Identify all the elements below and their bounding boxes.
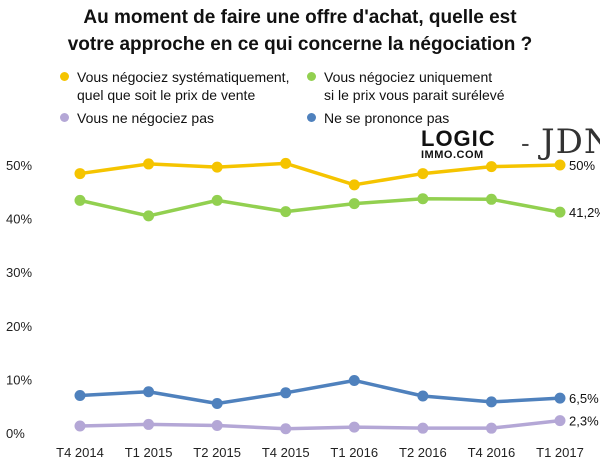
legend-marker-if-overpriced	[307, 72, 316, 81]
series-layer: 50% 41,2% 2,3% 6,5%	[74, 157, 600, 435]
logo-separator: -	[521, 128, 530, 158]
data-point	[348, 198, 360, 210]
x-tick-label: T2 2015	[193, 445, 241, 460]
series-0: 50%	[74, 157, 595, 191]
legend-label-line: Vous négociez systématiquement,	[77, 69, 290, 85]
data-point	[417, 168, 429, 180]
legend-text-no-opinion: Ne se prononce pas	[324, 109, 449, 127]
data-point	[280, 423, 292, 435]
data-point	[485, 396, 497, 408]
logo-jdn-text: JDN	[541, 122, 600, 162]
y-tick-label: 0%	[6, 426, 25, 441]
y-tick-label: 20%	[6, 319, 32, 334]
data-point	[211, 194, 223, 206]
chart-title-line-1: Au moment de faire une offre d'achat, qu…	[83, 7, 517, 28]
data-point	[74, 168, 86, 180]
x-tick-label: T2 2016	[399, 445, 447, 460]
data-point	[143, 386, 155, 398]
data-point	[143, 158, 155, 170]
legend-marker-no-negotiation	[60, 113, 69, 122]
legend-item-no-negotiation: Vous ne négociez pas	[60, 109, 214, 127]
logicimmo-jdn-logo: LOGIC IMMO.COM - JDN	[415, 124, 600, 164]
series-line	[79, 378, 561, 406]
data-point	[485, 161, 497, 173]
data-point	[211, 398, 223, 410]
series-3: 6,5%	[74, 374, 599, 410]
data-point	[74, 420, 86, 432]
end-value-label: 50%	[569, 158, 595, 173]
data-point	[280, 206, 292, 218]
series-line	[79, 418, 561, 431]
data-point	[280, 387, 292, 399]
y-axis: 0% 10% 20% 30% 40% 50%	[6, 158, 32, 441]
legend-item-no-opinion: Ne se prononce pas	[307, 109, 449, 127]
data-point	[417, 390, 429, 402]
x-tick-label: T4 2015	[262, 445, 310, 460]
data-point	[143, 210, 155, 222]
data-point	[74, 194, 86, 206]
x-tick-label: T4 2016	[468, 445, 516, 460]
data-point	[348, 179, 360, 191]
data-point	[554, 159, 566, 171]
legend-label-line: quel que soit le prix de vente	[77, 87, 256, 103]
legend-item-systematic: Vous négociez systématiquement, quel que…	[60, 68, 289, 104]
data-point	[348, 421, 360, 433]
x-tick-label: T1 2017	[536, 445, 584, 460]
data-point	[485, 422, 497, 434]
data-point	[417, 422, 429, 434]
data-point	[554, 206, 566, 218]
logo-logic-text: LOGIC	[421, 126, 496, 151]
logo-immo-text: IMMO.COM	[421, 149, 484, 161]
end-value-label: 2,3%	[569, 414, 599, 429]
legend-label-line: si le prix vous parait surélevé	[324, 87, 505, 103]
legend-label-line: Vous ne négociez pas	[77, 110, 214, 126]
end-value-label: 41,2%	[569, 205, 600, 220]
data-point	[485, 193, 497, 205]
y-tick-label: 30%	[6, 265, 32, 280]
legend-label-line: Vous négociez uniquement	[324, 69, 493, 85]
data-point	[143, 418, 155, 430]
data-point	[211, 161, 223, 173]
x-tick-label: T1 2016	[330, 445, 378, 460]
series-1: 41,2%	[74, 193, 600, 222]
y-tick-label: 40%	[6, 212, 32, 227]
series-line	[79, 161, 561, 187]
legend-marker-no-opinion	[307, 113, 316, 122]
series-2: 2,3%	[74, 414, 599, 435]
x-tick-label: T4 2014	[56, 445, 104, 460]
data-point	[554, 415, 566, 427]
x-axis: T4 2014 T1 2015 T2 2015 T4 2015 T1 2016 T2 20…	[56, 445, 584, 460]
x-tick-label: T1 2015	[125, 445, 173, 460]
data-point	[417, 193, 429, 205]
data-point	[348, 374, 360, 386]
legend-text-systematic: Vous négociez systématiquement, quel que…	[77, 68, 289, 104]
chart-title-line-2: votre approche en ce qui concerne la nég…	[67, 34, 533, 55]
legend-text-if-overpriced: Vous négociez uniquement si le prix vous…	[324, 68, 505, 104]
end-value-label: 6,5%	[569, 391, 599, 406]
legend-marker-systematic	[60, 72, 69, 81]
data-point	[74, 389, 86, 401]
legend-text-no-negotiation: Vous ne négociez pas	[77, 109, 214, 127]
legend-item-if-overpriced: Vous négociez uniquement si le prix vous…	[307, 68, 505, 104]
series-line	[79, 197, 561, 218]
legend-label-line: Ne se prononce pas	[324, 110, 450, 126]
chart-title: Au moment de faire une offre d'achat, qu…	[0, 4, 600, 58]
y-tick-label: 10%	[6, 372, 32, 387]
data-point	[554, 392, 566, 404]
data-point	[211, 419, 223, 431]
data-point	[280, 157, 292, 169]
y-tick-label: 50%	[6, 158, 32, 173]
